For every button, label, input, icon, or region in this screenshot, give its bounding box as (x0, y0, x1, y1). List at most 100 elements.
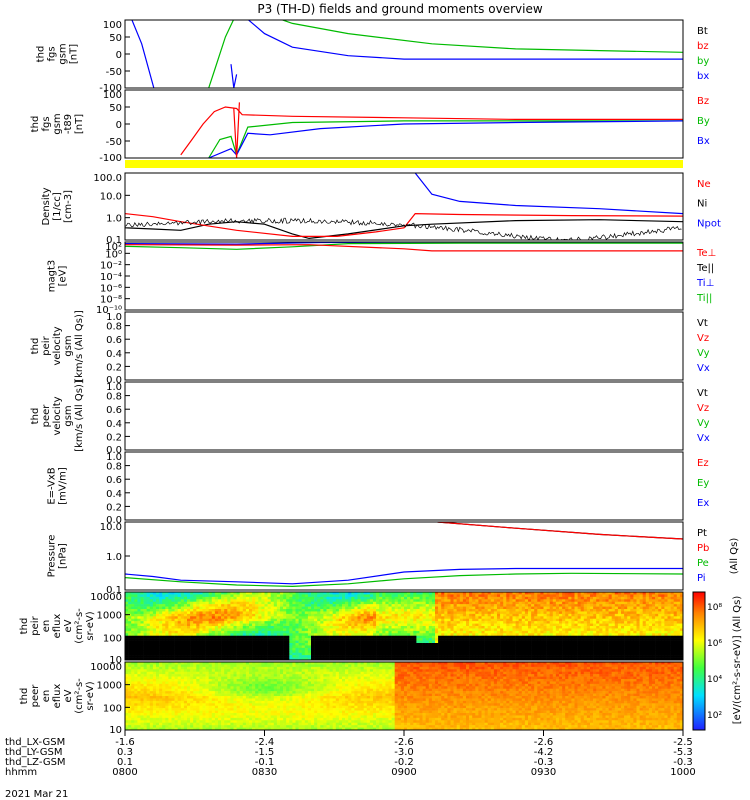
xaxis-value: 0900 (391, 767, 416, 778)
colorbar-tick: 10⁴ (707, 675, 722, 685)
panel-5-ylabel: thd peir velocity gsm [km/s (All Qs)] (30, 310, 85, 382)
legend-entry: Ey (697, 478, 709, 489)
panel-6-ylabel: thd peer velocity gsm [km/s (All Qs)] (30, 380, 85, 452)
date-label: 2021 Mar 21 (5, 789, 68, 800)
ytick-label: 100.0 (93, 173, 122, 184)
ytick-label: 100 (103, 703, 122, 714)
ylabel-line: velocity (52, 326, 63, 365)
legend-entry: Bt (697, 26, 708, 37)
panel-9: thd peir en eflux eV (cm²-s-sr-eV) 10000 1000 10… (19, 592, 683, 666)
ylabel-line: Pressure (47, 535, 58, 578)
ylabel-line: eflux (52, 614, 63, 639)
colorbar-tick: 10⁸ (707, 603, 722, 613)
ytick-label: 50 (109, 33, 122, 44)
panel-10: thd peer en eflux eV (cm²-s-sr-eV) 10000 1000 10… (19, 662, 683, 736)
ylabel-line: thd (30, 116, 41, 133)
ylabel-line: eV (63, 619, 74, 632)
legend-entry: Vy (697, 418, 710, 429)
panel-4: magt3 [eV]10²10⁰10⁻²10⁻⁴10⁻⁶10⁻⁸10⁻¹⁰Te⊥T… (47, 242, 717, 316)
panel-2: thd fgs gsm -t89 [nT]100500-50-100BzByBx (30, 90, 710, 164)
ytick-label: 0.2 (106, 362, 122, 373)
panel-10-ylabel: thd peer en eflux eV (cm²-s-sr-eV) (19, 678, 96, 714)
ytick-label: 0.4 (106, 349, 122, 360)
ytick-label: 0.6 (106, 475, 122, 486)
legend-entry: Ti⊥ (696, 278, 714, 289)
ytick-label: 0.2 (106, 432, 122, 443)
ytick-label: 100 (103, 90, 122, 101)
legend-entry: Vx (697, 433, 710, 444)
ytick-label: 1.0 (106, 214, 122, 225)
panel-right-label: (All Qs) (729, 538, 740, 575)
xaxis-row-label: hhmm (5, 767, 37, 778)
ytick-label: 10.0 (100, 522, 122, 533)
legend-entry: Pt (697, 528, 707, 539)
panel-8: Pressure [nPa]10.01.00.1PtPbPePi(All Qs) (47, 522, 741, 596)
ytick-label: -50 (106, 137, 122, 148)
ytick-label: 10 (109, 725, 122, 736)
data-quality-bar (125, 160, 683, 168)
ytick-label: 0 (116, 50, 122, 61)
ylabel-line: E=-VxB (47, 467, 58, 504)
ytick-label: 10000 (90, 662, 122, 673)
legend-entry: Pi (697, 573, 706, 584)
ylabel-line: [1/cc] (52, 192, 63, 221)
ylabel-line: magt3 (47, 260, 58, 293)
ytick-label: 0.6 (106, 335, 122, 346)
ytick-label: 10.0 (100, 191, 122, 202)
ylabel-line: (cm²-s- (74, 608, 85, 644)
ytick-label: 10⁻⁴ (100, 272, 122, 283)
panel-7: E=-VxB [mV/m]1.00.80.60.40.20.0EzEyEx (47, 452, 710, 526)
legend-entry: bz (697, 41, 709, 52)
colorbar-tick: 10² (707, 711, 722, 721)
ylabel-line: [km/s (All Qs)] (74, 310, 85, 382)
ylabel-line: [nT] (69, 44, 80, 64)
ylabel-line: en (41, 690, 52, 703)
legend-entry: by (697, 56, 709, 67)
ylabel-line: [eV] (58, 266, 69, 287)
legend-entry: Te|| (696, 263, 714, 274)
legend-entry: Te⊥ (696, 248, 716, 259)
panel-8-ylabel: Pressure [nPa] (47, 535, 69, 578)
ylabel-line: -t89 (63, 114, 74, 134)
ytick-label: 1.0 (106, 552, 122, 563)
ytick-label: 50 (109, 103, 122, 114)
legend-entry: Vx (697, 363, 710, 374)
ylabel-line: [cm-3] (63, 190, 74, 223)
ytick-label: 0.8 (106, 392, 122, 403)
ylabel-line: fgs (47, 46, 58, 61)
ylabel-line: [nT] (74, 114, 85, 134)
ylabel-line: thd (19, 688, 30, 705)
ytick-label: 10⁰ (105, 249, 122, 260)
figure-title: P3 (TH-D) fields and ground moments over… (257, 2, 542, 16)
legend-entry: Ex (697, 498, 709, 509)
legend-entry: Vt (697, 388, 708, 399)
legend-entry: Ez (697, 458, 709, 469)
legend-entry: Ne (697, 179, 711, 190)
ytick-label: 1000 (97, 681, 122, 692)
legend-entry: Ni (697, 199, 707, 210)
ylabel-line: [mV/m] (58, 467, 69, 505)
ylabel-line: peir (41, 335, 52, 355)
ytick-label: -100 (99, 153, 122, 164)
colorbar: 10⁸ 10⁶ 10⁴ 10² [eV/(cm²-s-sr-eV)] (All Qs) (693, 592, 743, 730)
legend-entry: Ti|| (696, 293, 712, 304)
ytick-label: 10000 (90, 592, 122, 603)
ylabel-line: peer (41, 404, 52, 428)
legend-entry: bx (697, 71, 709, 82)
panel-2-ylabel: thd fgs gsm -t89 [nT] (30, 113, 85, 134)
spectrogram-cells (125, 592, 683, 660)
spectrogram-cells (125, 662, 683, 730)
ylabel-line: peir (30, 615, 41, 635)
ytick-label: 0.4 (106, 489, 122, 500)
ylabel-line: gsm (52, 113, 63, 134)
legend-entry: Vz (697, 403, 709, 414)
ylabel-line: thd (36, 46, 47, 63)
ylabel-line: gsm (58, 43, 69, 64)
ylabel-line: en (41, 620, 52, 633)
ylabel-line: eV (63, 689, 74, 702)
legend-entry: Bz (697, 96, 709, 107)
ylabel-line: [km/s (All Qs)] (74, 380, 85, 452)
ylabel-line: fgs (41, 116, 52, 131)
panel-6: thd peer velocity gsm [km/s (All Qs)] 1.00.80… (30, 380, 710, 456)
ylabel-line: eflux (52, 684, 63, 709)
